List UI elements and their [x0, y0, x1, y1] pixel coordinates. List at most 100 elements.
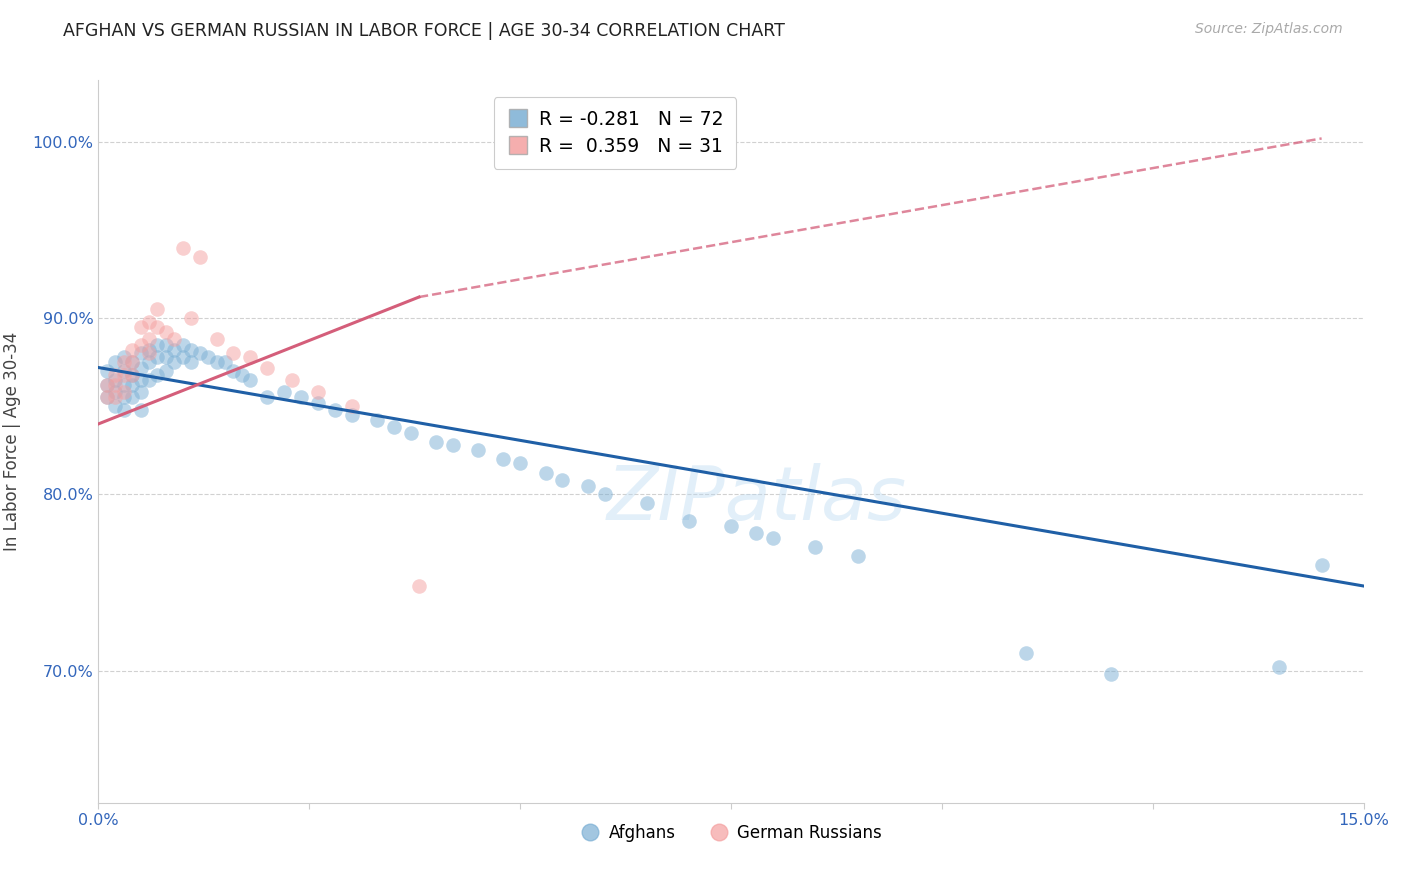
Point [163, 355, 186, 369]
Point [121, 368, 143, 382]
Point [1310, 558, 1333, 572]
Point [155, 326, 177, 340]
Point [273, 385, 295, 400]
Point [231, 368, 253, 382]
Point [138, 346, 160, 360]
Point [509, 456, 531, 470]
Point [408, 579, 430, 593]
Point [104, 399, 127, 413]
Point [104, 378, 127, 392]
Point [112, 391, 135, 405]
Point [846, 549, 869, 563]
Point [205, 355, 228, 369]
Point [129, 373, 152, 387]
Point [138, 315, 160, 329]
Point [340, 408, 363, 422]
Point [96, 391, 118, 405]
Point [307, 396, 329, 410]
Point [96, 378, 118, 392]
Point [112, 378, 135, 392]
Point [382, 420, 405, 434]
Point [762, 532, 785, 546]
Point [129, 337, 152, 351]
Point [172, 350, 194, 364]
Point [323, 402, 346, 417]
Point [146, 320, 169, 334]
Point [636, 496, 658, 510]
Point [104, 368, 127, 382]
Point [678, 514, 700, 528]
Point [256, 391, 278, 405]
Text: AFGHAN VS GERMAN RUSSIAN IN LABOR FORCE | AGE 30-34 CORRELATION CHART: AFGHAN VS GERMAN RUSSIAN IN LABOR FORCE … [63, 22, 785, 40]
Point [1099, 667, 1122, 681]
Point [112, 385, 135, 400]
Point [155, 364, 177, 378]
Point [129, 402, 152, 417]
Point [188, 250, 211, 264]
Point [1268, 660, 1291, 674]
Point [163, 332, 186, 346]
Point [138, 332, 160, 346]
Point [121, 355, 143, 369]
Point [112, 402, 135, 417]
Point [129, 385, 152, 400]
Point [104, 385, 127, 400]
Point [214, 355, 236, 369]
Point [197, 350, 219, 364]
Point [104, 355, 127, 369]
Point [593, 487, 616, 501]
Point [467, 443, 489, 458]
Point [340, 399, 363, 413]
Point [96, 378, 118, 392]
Point [129, 320, 152, 334]
Point [96, 364, 118, 378]
Point [146, 350, 169, 364]
Point [104, 373, 127, 387]
Point [112, 355, 135, 369]
Point [104, 391, 127, 405]
Legend: Afghans, German Russians: Afghans, German Russians [574, 817, 889, 848]
Point [112, 364, 135, 378]
Point [155, 350, 177, 364]
Point [441, 438, 464, 452]
Point [239, 373, 262, 387]
Point [146, 337, 169, 351]
Point [425, 434, 447, 449]
Point [222, 346, 245, 360]
Point [366, 413, 388, 427]
Point [121, 391, 143, 405]
Point [290, 391, 312, 405]
Point [96, 391, 118, 405]
Point [492, 452, 515, 467]
Point [129, 360, 152, 375]
Point [172, 337, 194, 351]
Point [551, 473, 574, 487]
Point [146, 302, 169, 317]
Text: ZIPatlas: ZIPatlas [606, 463, 907, 535]
Y-axis label: In Labor Force | Age 30-34: In Labor Force | Age 30-34 [3, 332, 21, 551]
Point [138, 355, 160, 369]
Point [205, 332, 228, 346]
Point [180, 355, 202, 369]
Point [307, 385, 329, 400]
Point [239, 350, 262, 364]
Point [129, 346, 152, 360]
Point [121, 378, 143, 392]
Point [138, 373, 160, 387]
Point [138, 343, 160, 357]
Point [399, 425, 422, 440]
Point [188, 346, 211, 360]
Text: Source: ZipAtlas.com: Source: ZipAtlas.com [1195, 22, 1343, 37]
Point [146, 368, 169, 382]
Point [576, 478, 599, 492]
Point [720, 519, 742, 533]
Point [534, 467, 557, 481]
Point [256, 360, 278, 375]
Point [121, 343, 143, 357]
Point [155, 337, 177, 351]
Point [121, 368, 143, 382]
Point [121, 355, 143, 369]
Point [180, 311, 202, 326]
Point [172, 241, 194, 255]
Point [112, 368, 135, 382]
